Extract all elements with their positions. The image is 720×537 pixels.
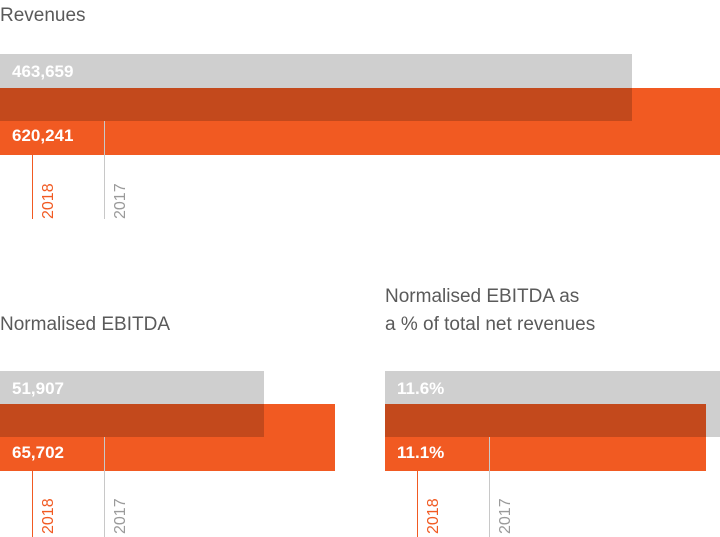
revenues-tick-2017 [104,121,105,219]
margin-tick-2017 [489,437,490,537]
ebitda-year-2018: 2018 [40,498,57,534]
margin-title-line1: Normalised EBITDA as [385,286,580,307]
revenues-year-2018: 2018 [40,183,57,219]
ebitda-title: Normalised EBITDA [0,314,170,335]
margin-bar-2018 [385,404,706,471]
margin-value-2018: 11.1% [397,443,445,462]
ebitda-chart: 51,907 65,702 2018 2017 [0,371,360,537]
margin-value-2017: 11.6% [397,379,445,398]
revenues-chart: 463,659 620,241 2018 2017 [0,54,720,224]
margin-chart: 11.6% 11.1% 2018 2017 [385,371,720,537]
margin-year-2018: 2018 [425,498,442,534]
ebitda-bar-2018 [0,404,335,471]
margin-tick-2018 [417,471,418,537]
revenues-tick-2018 [32,155,33,219]
ebitda-tick-2018 [32,471,33,537]
revenues-value-2017: 463,659 [12,62,74,81]
revenues-title: Revenues [0,5,86,26]
ebitda-year-2017: 2017 [112,498,129,534]
revenues-value-2018: 620,241 [12,126,74,145]
revenues-bar-2018 [0,88,720,155]
revenues-year-2017: 2017 [112,183,129,219]
ebitda-value-2018: 65,702 [12,443,64,462]
margin-title-line2: a % of total net revenues [385,314,596,335]
margin-year-2017: 2017 [497,498,514,534]
ebitda-value-2017: 51,907 [12,379,64,398]
ebitda-tick-2017 [104,437,105,537]
